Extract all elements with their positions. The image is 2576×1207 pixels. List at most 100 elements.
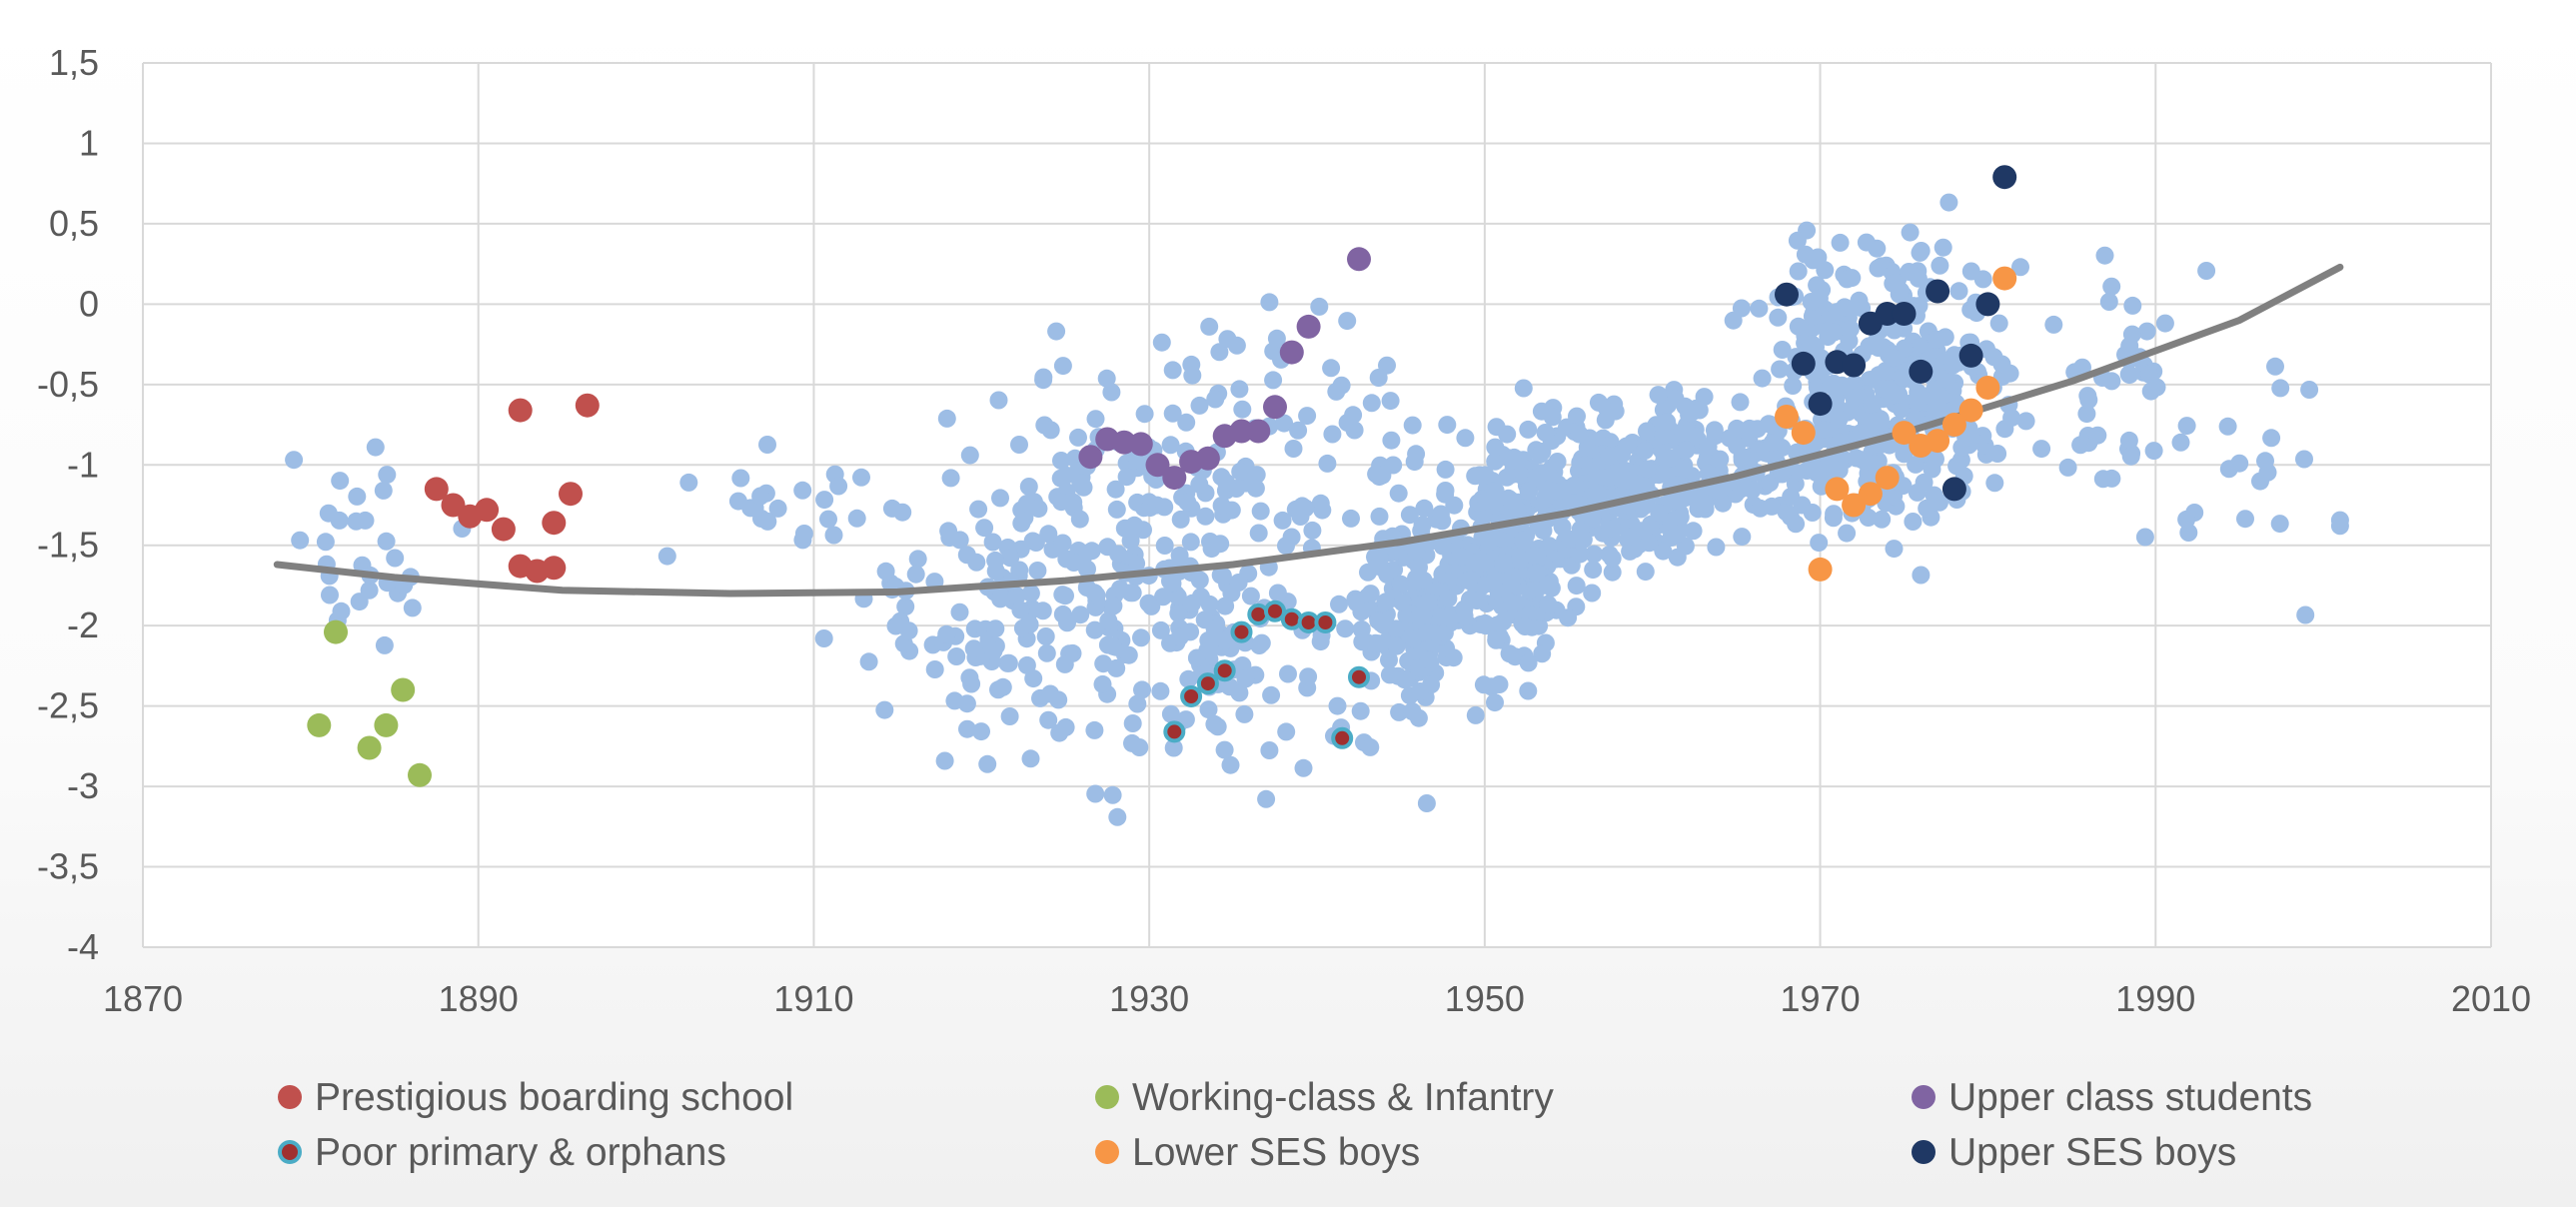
background-point [1728,421,1747,440]
background-point [2177,510,2196,529]
background-point [1773,341,1792,359]
background-point [1169,604,1188,622]
background-point [1909,269,1928,288]
background-point [1516,617,1535,635]
background-point [2177,417,2196,436]
background-point [1381,392,1400,411]
background-point [1548,453,1567,471]
background-point [1352,619,1371,638]
background-point [1474,507,1493,526]
background-point [1583,584,1602,603]
prestigious-point [441,493,466,518]
upper-class-point [1162,466,1187,491]
background-point [1486,693,1504,712]
background-point [1119,645,1138,664]
x-tick-label: 2010 [2451,978,2531,1019]
background-point [1601,520,1620,539]
background-point [1943,356,1962,375]
background-point [1299,667,1318,686]
prestigious-point [475,498,500,523]
background-point [1796,245,1815,264]
background-point [1845,389,1864,408]
background-point [1519,482,1538,501]
background-point [958,719,976,738]
background-point [2032,440,2051,459]
background-point [1949,282,1968,301]
background-point [1784,377,1803,395]
background-point [1123,733,1141,752]
x-tick-label: 1910 [773,978,853,1019]
background-point [876,562,895,581]
background-point [1710,482,1729,501]
background-point [758,436,776,454]
poor-orphan-point [1314,611,1337,633]
background-point [1410,607,1429,626]
background-point [1503,451,1522,470]
background-point [2296,605,2315,624]
background-point [1328,696,1347,715]
background-point [1415,499,1434,518]
background-point [960,668,979,687]
background-point [1023,532,1042,551]
background-point [1216,597,1235,615]
legend-label: Working-class & Infantry [1132,1076,1554,1119]
background-point [1034,368,1053,387]
background-point [986,619,1005,638]
background-point [1892,400,1911,419]
background-point [1115,519,1134,538]
background-point [1989,314,2008,333]
upper-ses-point [1992,165,2017,190]
background-point [1619,471,1638,490]
background-point [1151,681,1170,700]
background-point [1268,584,1287,603]
background-point [1221,755,1240,774]
background-point [1893,368,1912,387]
background-point [1093,674,1112,693]
legend-marker [1095,1085,1119,1109]
lower-ses-point [1825,477,1850,502]
background-point [1200,317,1219,336]
y-tick-label: -0,5 [37,364,99,405]
background-point [1638,460,1657,479]
background-point [2120,337,2139,356]
background-point [1456,429,1475,448]
background-point [378,466,397,485]
background-point [1303,521,1322,540]
background-point [1260,293,1279,312]
background-point [1050,723,1069,742]
background-point [1279,664,1297,683]
legend-marker [1912,1140,1935,1164]
background-point [1857,233,1876,252]
background-point [1830,410,1849,429]
background-point [1235,704,1254,723]
background-point [1705,421,1724,440]
background-point [1519,420,1538,439]
background-point [2077,405,2096,424]
background-point [937,624,956,643]
gridlines [142,62,2492,948]
background-point [1318,454,1337,473]
background-point [1351,701,1370,720]
background-point [1466,554,1485,573]
upper-class-point [1229,419,1254,444]
background-point [1514,531,1533,550]
background-point [1711,450,1730,469]
legend-marker [1095,1140,1119,1164]
background-point [1407,542,1426,561]
lower-ses-point [1808,557,1833,582]
background-point [1838,524,1857,543]
background-point [1682,404,1701,423]
background-point [1019,478,1038,496]
lower-ses-point [1842,493,1867,518]
background-point [1636,442,1655,460]
legend-item: Upper SES boys [1912,1131,2236,1174]
background-point [1466,705,1485,724]
background-point [972,722,990,741]
background-point [940,529,959,548]
background-point [859,652,878,671]
background-point [1164,738,1183,757]
background-point [1603,549,1622,568]
lower-ses-point [1892,421,1917,446]
background-point [1874,380,1893,399]
background-point [1904,513,1923,531]
